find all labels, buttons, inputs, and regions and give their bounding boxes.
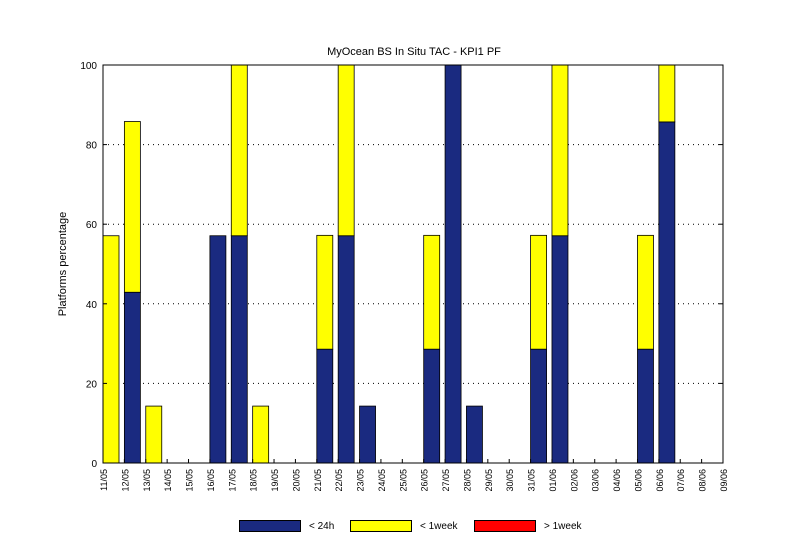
bar-segment-lt1week [637,234,654,350]
bar-segment-lt1week [423,234,441,350]
bar-segment-lt24h [209,235,227,464]
gridlines [103,144,723,384]
bar-segment-lt1week [102,235,120,464]
x-tick-label: 08/06 [698,469,708,492]
x-tick-label: 30/05 [505,469,515,492]
bar-segment-lt1week [337,64,355,237]
x-tick-label: 16/05 [206,469,216,492]
plot-frame [102,64,724,464]
x-tick-label: 31/05 [527,469,537,492]
x-tick-label: 02/06 [569,469,579,492]
legend-swatch-24h [239,520,301,532]
bar-segment-lt24h [359,405,376,464]
legend-label: > 1week [544,520,582,532]
bar-segment-lt24h [530,348,547,464]
legend: < 24h < 1week > 1week [0,518,799,536]
legend-label: < 24h [309,520,335,532]
x-tick-label: 27/05 [441,469,451,492]
x-tick-label: 04/06 [612,469,622,492]
bar-segment-lt24h [637,348,654,464]
chart-title: MyOcean BS In Situ TAC - KPI1 PF [327,46,501,58]
x-tick-label: 25/05 [398,469,408,492]
x-tick-label: 18/05 [249,469,259,492]
x-tick-label: 20/05 [291,469,301,492]
y-tick-label: 40 [86,300,98,311]
bar-segment-lt1week [658,64,676,123]
x-tick-label: 09/06 [719,469,729,492]
x-axis: 11/05 12/05 13/05 14/05 15/05 16/05 17/05 18/05… [99,459,729,492]
x-tick-label: 13/05 [142,469,152,492]
x-tick-label: 23/05 [356,469,366,492]
bar-segment-lt1week [123,121,141,293]
legend-label: < 1week [420,520,458,532]
x-tick-label: 11/05 [99,469,109,491]
x-tick-label: 15/05 [185,469,195,492]
bar-segment-lt1week [551,64,569,237]
y-tick-label: 20 [86,379,98,390]
bar-segment-lt24h [466,405,483,464]
bar-segment-lt1week [230,64,248,237]
legend-item-1week: < 1week [350,518,458,534]
bar-segment-lt1week [316,234,334,350]
bar-segment-lt1week [252,405,270,464]
y-tick-label: 0 [91,459,97,470]
bar-segment-lt1week [530,234,547,350]
x-tick-label: 03/06 [591,469,601,492]
x-tick-label: 24/05 [377,469,387,492]
legend-swatch-1week [350,520,412,532]
x-tick-label: 22/05 [334,469,344,492]
legend-swatch-over-1week [474,520,536,532]
x-tick-label: 17/05 [227,469,237,492]
x-tick-label: 01/06 [548,469,558,492]
bar-segment-lt24h [337,235,355,464]
bar-segment-lt24h [123,291,141,464]
bar-segment-lt24h [316,348,334,464]
bars [102,64,676,464]
x-tick-label: 29/05 [484,469,494,492]
bar-segment-lt1week [145,405,163,464]
x-tick-label: 21/05 [313,469,323,492]
y-axis: 0 20 40 60 80 100 [80,61,723,470]
bar-segment-lt24h [551,235,569,464]
x-tick-label: 06/06 [655,469,665,492]
bar-segment-lt24h [444,64,462,464]
x-tick-label: 05/06 [633,469,643,492]
x-tick-label: 12/05 [120,469,130,492]
y-axis-label: Platforms percentage [57,212,69,317]
bar-segment-lt24h [658,121,676,464]
y-tick-label: 60 [86,220,98,231]
x-tick-label: 19/05 [270,469,280,492]
legend-item-24h: < 24h [239,518,334,534]
x-tick-label: 14/05 [163,469,173,492]
bar-segment-lt24h [423,348,441,464]
bar-segment-lt24h [230,235,248,464]
legend-item-over-1week: > 1week [474,518,582,534]
x-tick-label: 26/05 [420,469,430,492]
x-tick-label: 07/06 [676,469,686,492]
y-tick-label: 100 [80,61,97,72]
x-tick-label: 28/05 [462,469,472,492]
y-tick-label: 80 [86,141,98,152]
